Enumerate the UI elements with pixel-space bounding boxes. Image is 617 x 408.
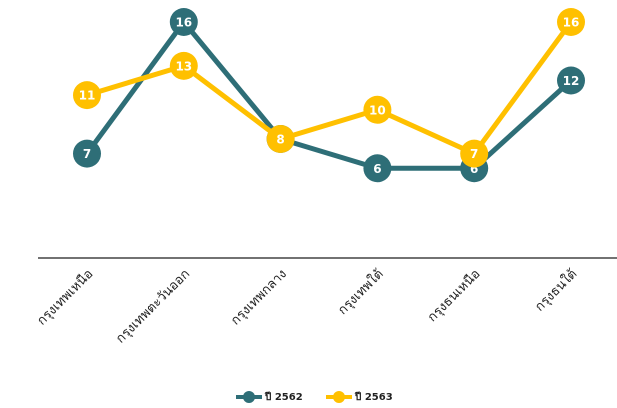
data-label: 13: [175, 59, 192, 73]
data-label: 12: [563, 74, 580, 88]
legend-label: ปี 2562: [264, 391, 302, 403]
data-label: 7: [83, 147, 91, 161]
legend-marker: [243, 391, 255, 403]
point: [557, 66, 585, 95]
point: [73, 139, 101, 168]
legend-marker: [333, 391, 345, 403]
point: [169, 51, 198, 80]
point: [363, 154, 392, 183]
point: [73, 81, 101, 110]
data-label: 6: [373, 162, 381, 176]
point: [363, 95, 392, 124]
data-label: 11: [79, 89, 96, 103]
x-tick-label: กรุงเทพกลาง: [228, 267, 290, 329]
x-tick-label: กรุงธนใต้: [532, 266, 581, 315]
point: [557, 8, 585, 36]
data-label: 10: [369, 103, 386, 117]
point: [266, 125, 295, 153]
legend-label: ปี 2563: [354, 391, 392, 403]
data-label: 7: [470, 147, 478, 161]
data-label: 16: [175, 16, 192, 30]
data-label: 8: [276, 133, 284, 147]
series-line: [86, 20, 574, 157]
point: [460, 139, 489, 168]
point: [169, 8, 198, 36]
x-tick-label: กรุงเทพใต้: [335, 266, 387, 318]
data-label: 16: [563, 16, 580, 30]
x-tick-label: กรุงเทพเหนือ: [34, 266, 97, 329]
x-tick-label: กรุงธนเหนือ: [424, 266, 483, 325]
data-label: 6: [470, 162, 478, 176]
x-tick-label: กรุงเทพตะวันออก: [113, 267, 193, 347]
series-line: [84, 19, 573, 171]
